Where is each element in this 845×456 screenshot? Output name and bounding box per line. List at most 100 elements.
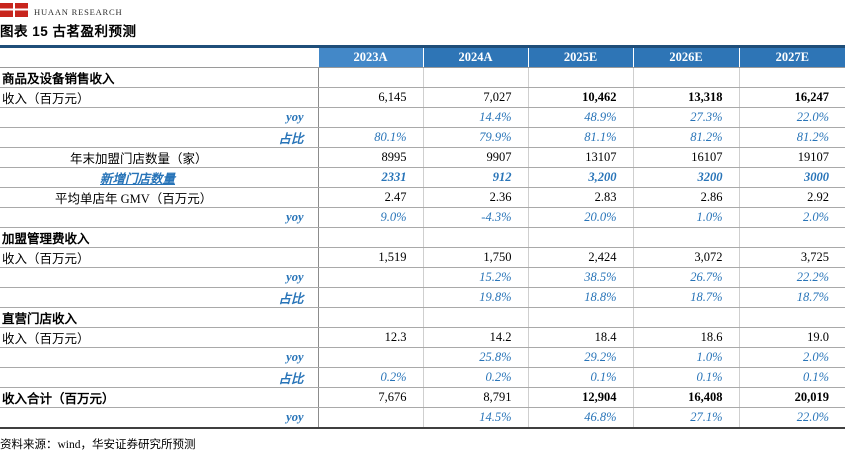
cell: 0.1% xyxy=(632,367,739,388)
cell: 3000 xyxy=(738,167,845,188)
cell: 8,791 xyxy=(422,387,528,408)
row-label: yoy xyxy=(0,207,319,228)
cell: 14.2 xyxy=(422,327,528,348)
row-label: yoy xyxy=(0,267,319,288)
cell: 912 xyxy=(422,167,528,188)
cell: 12.3 xyxy=(317,327,423,348)
cell: 2.36 xyxy=(422,187,528,208)
cell: 2.92 xyxy=(738,187,845,208)
cell xyxy=(632,307,739,328)
row-label: 直营门店收入 xyxy=(0,307,319,328)
table-row: 加盟管理费收入 xyxy=(0,227,845,248)
cell: 19107 xyxy=(738,147,845,168)
cell: 20,019 xyxy=(738,387,845,408)
cell: 8995 xyxy=(317,147,423,168)
figure-title: 图表 15 古茗盈利预测 xyxy=(0,24,137,39)
row-label: 平均单店年 GMV（百万元） xyxy=(0,187,319,208)
column-header: 2025E xyxy=(527,46,633,68)
cell: 26.7% xyxy=(632,267,739,288)
cell: 0.1% xyxy=(738,367,845,388)
cell: 38.5% xyxy=(527,267,633,288)
cell: 18.7% xyxy=(738,287,845,308)
cell: 2.47 xyxy=(317,187,423,208)
cell: 0.2% xyxy=(422,367,528,388)
row-label: 新增门店数量 xyxy=(0,167,319,188)
cell xyxy=(317,107,423,128)
row-label: yoy xyxy=(0,347,319,368)
table-row: yoy 14.5% 46.8% 27.1% 22.0% xyxy=(0,407,845,428)
cell xyxy=(317,267,423,288)
cell xyxy=(527,307,633,328)
cell: 16,247 xyxy=(738,87,845,108)
cell: 2.83 xyxy=(527,187,633,208)
cell: 15.2% xyxy=(422,267,528,288)
corner-cell xyxy=(0,46,318,68)
cell: 7,027 xyxy=(422,87,528,108)
cell xyxy=(317,67,423,88)
table-row: 商品及设备销售收入 xyxy=(0,67,845,88)
table-row: 平均单店年 GMV（百万元） 2.47 2.36 2.83 2.86 2.92 xyxy=(0,187,845,208)
cell: 19.8% xyxy=(422,287,528,308)
cell: 1,750 xyxy=(422,247,528,268)
cell: 29.2% xyxy=(527,347,633,368)
column-header: 2023A xyxy=(317,46,423,68)
row-label: 年末加盟门店数量（家） xyxy=(0,147,319,168)
cell: 3200 xyxy=(632,167,739,188)
cell: 2.0% xyxy=(738,207,845,228)
cell: 13,318 xyxy=(632,87,739,108)
huaan-logo: HUAAN RESEARCH xyxy=(0,0,845,17)
cell: 22.0% xyxy=(738,407,845,428)
brand-text: HUAAN RESEARCH xyxy=(34,6,123,17)
cell xyxy=(422,307,528,328)
cell: 9.0% xyxy=(317,207,423,228)
cell xyxy=(527,67,633,88)
cell: 79.9% xyxy=(422,127,528,148)
cell: 6,145 xyxy=(317,87,423,108)
table-row: 收入（百万元） 1,519 1,750 2,424 3,072 3,725 xyxy=(0,247,845,268)
cell: 10,462 xyxy=(527,87,633,108)
cell: 1.0% xyxy=(632,207,739,228)
cell xyxy=(738,307,845,328)
cell: 80.1% xyxy=(317,127,423,148)
source-note: 资料来源：wind，华安证券研究所预测 xyxy=(0,438,196,451)
cell: 81.1% xyxy=(527,127,633,148)
cell: 46.8% xyxy=(527,407,633,428)
cell: 2,424 xyxy=(527,247,633,268)
table-row: 收入（百万元） 12.3 14.2 18.4 18.6 19.0 xyxy=(0,327,845,348)
row-label: 占比 xyxy=(0,367,319,388)
row-label: yoy xyxy=(0,107,319,128)
cell: 3,200 xyxy=(527,167,633,188)
cell: 3,725 xyxy=(738,247,845,268)
cell: 9907 xyxy=(422,147,528,168)
cell: 7,676 xyxy=(317,387,423,408)
cell: 22.2% xyxy=(738,267,845,288)
cell: 12,904 xyxy=(527,387,633,408)
cell xyxy=(632,227,739,248)
cell: 14.5% xyxy=(422,407,528,428)
row-label: 占比 xyxy=(0,127,319,148)
cell: 16107 xyxy=(632,147,739,168)
table-row: yoy 9.0% -4.3% 20.0% 1.0% 2.0% xyxy=(0,207,845,228)
cell xyxy=(738,227,845,248)
header-row: 2023A 2024A 2025E 2026E 2027E xyxy=(0,46,845,68)
table-row: 年末加盟门店数量（家） 8995 9907 13107 16107 19107 xyxy=(0,147,845,168)
cell: 3,072 xyxy=(632,247,739,268)
column-header: 2027E xyxy=(738,46,845,68)
column-header: 2024A xyxy=(422,46,528,68)
table-row: yoy 15.2% 38.5% 26.7% 22.2% xyxy=(0,267,845,288)
cell: 1.0% xyxy=(632,347,739,368)
table-row: yoy 25.8% 29.2% 1.0% 2.0% xyxy=(0,347,845,368)
cell: 18.6 xyxy=(632,327,739,348)
huaan-logo-icon xyxy=(0,3,29,17)
cell xyxy=(317,347,423,368)
cell: 0.2% xyxy=(317,367,423,388)
cell: 22.0% xyxy=(738,107,845,128)
cell xyxy=(527,227,633,248)
table-row: 占比 80.1% 79.9% 81.1% 81.2% 81.2% xyxy=(0,127,845,148)
table-row: 占比 0.2% 0.2% 0.1% 0.1% 0.1% xyxy=(0,367,845,388)
cell xyxy=(632,67,739,88)
cell xyxy=(738,67,845,88)
cell: 2.0% xyxy=(738,347,845,368)
cell: 16,408 xyxy=(632,387,739,408)
